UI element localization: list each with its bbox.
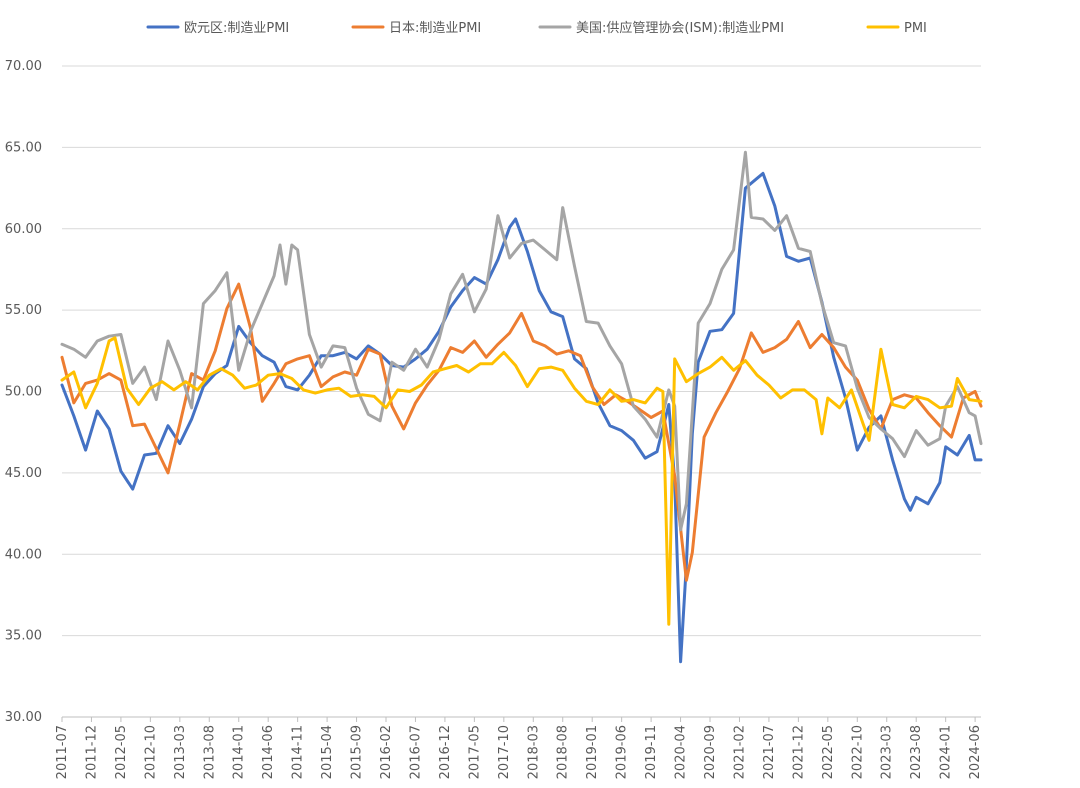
- legend-item-1: 欧元区:制造业PMI: [146, 21, 289, 36]
- y-tick-label: 55.00: [5, 303, 42, 318]
- x-tick-label: 2022-10: [850, 725, 865, 779]
- x-tick-label: 2019-06: [615, 725, 630, 779]
- legend-label: PMI: [904, 21, 927, 36]
- legend-label: 日本:制造业PMI: [389, 21, 481, 36]
- x-tick-label: 2016-12: [438, 725, 453, 779]
- x-tick-label: 2019-11: [644, 725, 659, 779]
- series-line-3: [60, 150, 983, 532]
- x-axis: 2011-07 2011-12 2012-05 2012-10 2013-03 2013-…: [55, 716, 983, 779]
- y-tick-label: 40.00: [5, 547, 42, 562]
- x-tick-label: 2011-12: [84, 725, 99, 779]
- x-tick-label: 2020-04: [674, 725, 689, 779]
- legend-item-4: PMI: [866, 21, 927, 36]
- x-tick-label: 2014-11: [291, 725, 306, 779]
- y-tick-label: 45.00: [5, 466, 42, 481]
- x-tick-label: 2016-07: [408, 725, 423, 779]
- legend: 欧元区:制造业PMI 日本:制造业PMI 美国:供应管理协会(ISM):制造业PMI…: [146, 20, 927, 36]
- x-tick-label: 2024-06: [968, 725, 983, 779]
- x-tick-label: 2018-08: [556, 725, 571, 779]
- y-tick-label: 70.00: [5, 59, 42, 74]
- x-tick-label: 2022-05: [821, 725, 836, 779]
- x-tick-label: 2014-01: [232, 725, 247, 779]
- legend-item-3: 美国:供应管理协会(ISM):制造业PMI: [538, 20, 784, 36]
- gridlines: [62, 65, 981, 637]
- legend-label: 欧元区:制造业PMI: [184, 21, 289, 36]
- x-tick-label: 2012-10: [143, 725, 158, 779]
- x-tick-label: 2021-02: [732, 725, 747, 779]
- y-tick-label: 50.00: [5, 385, 42, 400]
- legend-item-2: 日本:制造业PMI: [351, 21, 481, 36]
- x-tick-label: 2017-10: [497, 725, 512, 779]
- legend-label: 美国:供应管理协会(ISM):制造业PMI: [576, 20, 784, 36]
- x-tick-label: 2023-08: [909, 725, 924, 779]
- series-line-1: [60, 171, 983, 664]
- x-tick-label: 2012-05: [114, 725, 129, 779]
- x-tick-label: 2016-02: [379, 725, 394, 779]
- x-tick-label: 2014-06: [261, 725, 276, 779]
- y-tick-label: 65.00: [5, 140, 42, 155]
- x-tick-label: 2018-03: [526, 725, 541, 779]
- x-tick-label: 2015-04: [320, 725, 335, 779]
- x-tick-label: 2015-09: [350, 725, 365, 779]
- x-tick-label: 2011-07: [55, 725, 70, 779]
- y-tick-label: 30.00: [5, 710, 42, 725]
- x-tick-label: 2024-01: [939, 725, 954, 779]
- x-tick-label: 2019-01: [585, 725, 600, 779]
- y-axis: 30.00 35.00 40.00 45.00 50.00 55.00 60.00 65.00…: [5, 59, 42, 725]
- series-layer: [60, 150, 983, 664]
- series-line-4: [60, 336, 983, 626]
- y-tick-label: 60.00: [5, 222, 42, 237]
- series-line-2: [60, 282, 983, 582]
- x-tick-label: 2021-12: [791, 725, 806, 779]
- x-tick-label: 2023-03: [880, 725, 895, 779]
- x-tick-label: 2013-03: [173, 725, 188, 779]
- x-tick-label: 2013-08: [202, 725, 217, 779]
- x-tick-label: 2021-07: [762, 725, 777, 779]
- x-tick-label: 2017-05: [467, 725, 482, 779]
- y-tick-label: 35.00: [5, 629, 42, 644]
- x-tick-label: 2020-09: [703, 725, 718, 779]
